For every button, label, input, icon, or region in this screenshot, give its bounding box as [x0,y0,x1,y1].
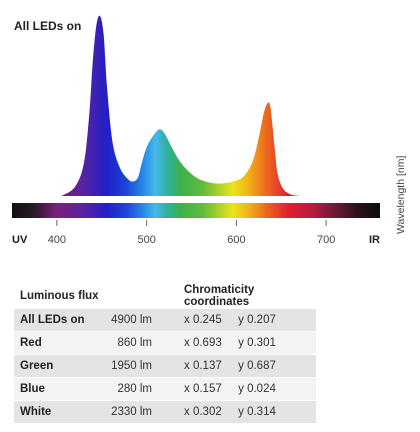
table-row: Blue 280 lm x 0.157 y 0.024 [14,377,316,401]
chart-title: All LEDs on [14,19,81,33]
x-coord-value: 0.137 [192,360,222,372]
x-tick-label: 600 [227,234,245,246]
y-axis-label: Wavelength [nm] [395,156,407,234]
x-coord-label: x [184,383,190,395]
spectrum-chart: All LEDs on UV 400 500 600 700 IR Wavelength … [12,15,407,246]
header-luminous-flux: Luminous flux [20,290,99,302]
row-name: White [14,400,96,423]
table-row: Red 860 lm x 0.693 y 0.301 [14,331,316,355]
header-chromaticity: Chromaticity coordinates [184,284,255,308]
y-coord-value: 0.314 [247,406,276,418]
x-coord-value: 0.693 [192,337,222,349]
spectrum-band [12,203,380,218]
y-coord-label: y [238,337,244,349]
row-flux: 4900 lm [96,308,158,332]
x-coord-value: 0.302 [192,406,222,418]
y-coord-label: y [238,383,244,395]
y-coord-value: 0.207 [247,314,276,326]
spectrum-baseline [12,196,380,199]
table-header-row: Luminous flux Chromaticity coordinates [14,284,316,309]
x-coord-label: x [184,314,190,326]
y-coord-label: y [238,406,244,418]
row-chromaticity: x 0.302 y 0.314 [158,400,316,423]
row-flux: 1950 lm [96,354,158,378]
table-row: Green 1950 lm x 0.137 y 0.687 [14,354,316,378]
y-coord-label: y [238,314,244,326]
x-axis-ticks: UV 400 500 600 700 IR [12,220,380,246]
x-coord-value: 0.245 [192,314,222,326]
row-flux: 2330 lm [96,400,158,423]
x-coord-label: x [184,406,190,418]
x-tick-label: 700 [317,234,335,246]
row-chromaticity: x 0.157 y 0.024 [158,377,316,401]
y-coord-value: 0.024 [247,383,276,395]
x-coord-label: x [184,337,190,349]
row-name: Red [14,331,96,355]
x-tick-label: IR [369,234,380,246]
luminous-flux-table: Luminous flux Chromaticity coordinates A… [14,284,316,423]
x-coord-value: 0.157 [192,383,222,395]
x-coord-label: x [184,360,190,372]
y-coord-label: y [238,360,244,372]
x-tick-label: 400 [48,234,66,246]
row-name: Green [14,354,96,378]
row-chromaticity: x 0.245 y 0.207 [158,308,316,332]
table-row: White 2330 lm x 0.302 y 0.314 [14,400,316,423]
y-coord-value: 0.301 [247,337,276,349]
x-tick-label: UV [12,234,28,246]
row-flux: 860 lm [96,331,158,355]
row-name: All LEDs on [14,308,96,332]
y-coord-value: 0.687 [247,360,276,372]
row-chromaticity: x 0.693 y 0.301 [158,331,316,355]
x-tick-label: 500 [137,234,155,246]
row-name: Blue [14,377,96,401]
table-row: All LEDs on 4900 lm x 0.245 y 0.207 [14,308,316,332]
spectrum-curve [61,15,300,196]
row-flux: 280 lm [96,377,158,401]
row-chromaticity: x 0.137 y 0.687 [158,354,316,378]
